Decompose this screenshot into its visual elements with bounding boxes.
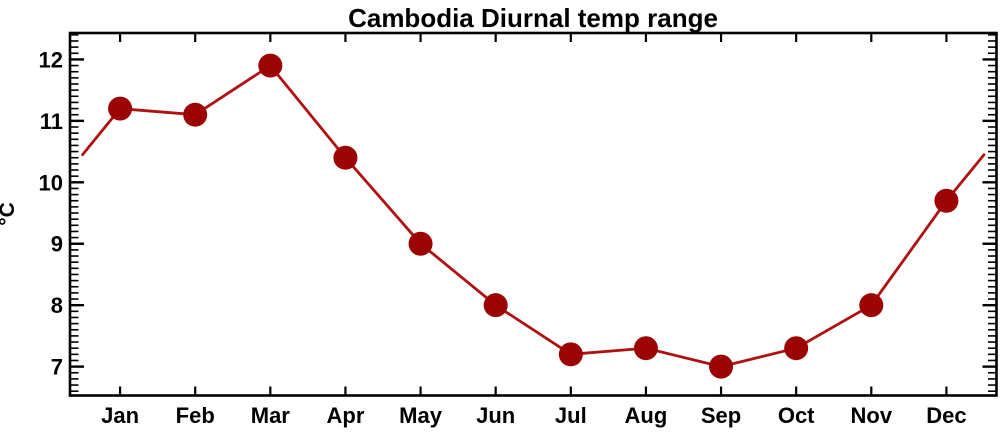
data-point-dec [934,188,959,213]
x-tick-label: Dec [926,403,966,428]
data-series-layer [81,53,986,379]
y-tick-label: 7 [51,355,63,380]
chart-title: Cambodia Diurnal temp range [348,3,718,33]
data-point-may [408,231,433,256]
temp-line [81,64,986,368]
y-tick-label: 11 [40,109,63,134]
x-tick-label: Jan [101,403,139,428]
x-tick-label: Jul [555,403,587,428]
data-point-feb [183,102,208,127]
data-point-jun [483,293,508,318]
x-tick-label: Oct [778,403,815,428]
x-tick-label: Mar [251,403,291,428]
y-axis-label: °C [0,202,19,226]
data-point-nov [859,293,884,318]
x-tick-label: Jun [476,403,515,428]
x-tick-label: May [399,403,443,428]
x-tick-label: Aug [625,403,668,428]
x-tick-label: Feb [176,403,215,428]
x-tick-label: Apr [327,403,365,428]
data-point-aug [633,336,658,361]
plot-border [68,31,998,397]
y-tick-label: 12 [39,47,63,72]
data-point-jul [558,342,583,367]
data-point-apr [333,145,358,170]
axes-layer: 7 8 9 10 11 12 Jan Feb Mar Apr May Jun Jul Aug Sep Oct N… [39,31,998,428]
data-point-mar [258,53,283,78]
y-tick-label: 10 [39,170,63,195]
x-tick-label: Sep [701,403,741,428]
y-tick-label: 9 [51,232,63,257]
data-point-sep [709,354,734,379]
data-point-oct [784,336,809,361]
x-tick-label: Nov [851,403,893,428]
data-point-jan [108,96,133,121]
y-tick-label: 8 [51,293,63,318]
